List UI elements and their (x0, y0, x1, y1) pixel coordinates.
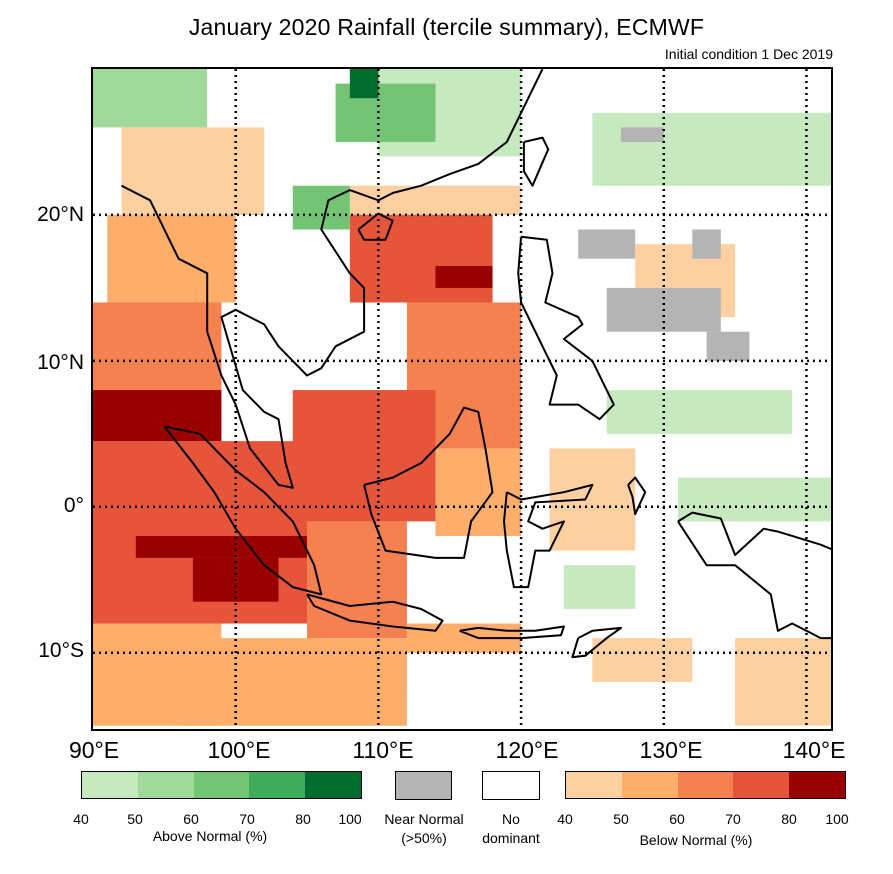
tercile-cell-near-21 (706, 331, 750, 361)
coastline-1 (163, 425, 323, 596)
near-normal-swatch (395, 771, 452, 800)
above-tick-80: 80 (295, 811, 311, 827)
coastline-2 (306, 593, 444, 632)
tercile-cell-below-1 (592, 638, 693, 682)
tercile-cell-above-17 (93, 69, 208, 128)
tercile-cell-below-5 (349, 185, 522, 215)
below-tick-60: 60 (669, 811, 685, 827)
coastline-6 (522, 136, 550, 187)
near-normal-label: Near Normal (384, 811, 464, 827)
above-normal-label: Above Normal (%) (152, 828, 268, 844)
coastline-5 (517, 235, 615, 421)
tercile-cell-near-19 (578, 229, 636, 259)
tercile-cell-below-29 (292, 390, 436, 522)
lat-label-10s: 10°S (38, 639, 84, 662)
below-normal-colorbar (565, 771, 846, 799)
coastline-8 (677, 511, 831, 640)
above-colorbar-segment-1 (137, 772, 194, 798)
tercile-cell-below-0 (121, 127, 265, 215)
coastline-9 (571, 626, 622, 659)
lon-label-140e: 140°E (782, 737, 846, 763)
below-tick-80: 80 (781, 811, 797, 827)
no-dominant-swatch (482, 771, 540, 800)
above-colorbar-segment-4 (305, 772, 361, 798)
below-tick-100: 100 (825, 811, 849, 827)
tercile-cell-below-33 (135, 535, 308, 558)
coastline-3 (363, 406, 494, 559)
tercile-cell-below-13 (178, 638, 407, 726)
above-colorbar-segment-3 (249, 772, 306, 798)
tercile-cell-above-7 (592, 112, 831, 186)
above-normal-colorbar (81, 771, 362, 799)
lat-label-0: 0° (63, 494, 84, 517)
no-dominant-label-line2: dominant (482, 830, 540, 846)
tercile-cell-near-20 (692, 229, 721, 259)
above-tick-70: 70 (239, 811, 255, 827)
below-tick-40: 40 (557, 811, 573, 827)
tercile-cell-below-23 (93, 302, 222, 391)
lat-label-20n: 20°N (37, 203, 84, 226)
above-colorbar-segment-2 (193, 772, 250, 798)
coastline-0 (121, 69, 544, 489)
lon-label-130e: 130°E (639, 737, 703, 763)
tercile-cell-below-14 (107, 214, 236, 303)
near-normal-threshold-label: (>50%) (401, 830, 447, 846)
below-tick-50: 50 (613, 811, 629, 827)
lon-label-100e: 100°E (207, 737, 271, 763)
above-tick-50: 50 (127, 811, 143, 827)
lon-label-120e: 120°E (495, 737, 559, 763)
no-dominant-label-line1: No (502, 811, 520, 827)
above-colorbar-segment-0 (82, 772, 138, 798)
tercile-cell-below-30 (349, 214, 493, 303)
lat-label-10n: 10°N (37, 351, 84, 374)
below-colorbar-segment-1 (621, 772, 678, 798)
tercile-cell-below-24 (307, 521, 407, 639)
map-panel (91, 67, 833, 731)
tercile-cell-above-11 (563, 565, 636, 609)
coastline-11 (627, 476, 647, 516)
above-tick-40: 40 (73, 811, 89, 827)
below-tick-70: 70 (725, 811, 741, 827)
map-subtitle: Initial condition 1 Dec 2019 (664, 46, 833, 62)
below-colorbar-segment-4 (789, 772, 845, 798)
below-colorbar-segment-3 (733, 772, 790, 798)
lon-label-110e: 110°E (352, 737, 414, 763)
lon-label-90e: 90°E (68, 737, 120, 763)
tercile-cell-below-35 (435, 266, 493, 288)
above-tick-100: 100 (338, 811, 362, 827)
tercile-cell-below-4 (549, 448, 636, 551)
tercile-cell-below-2 (735, 638, 831, 726)
map-title: January 2020 Rainfall (tercile summary),… (188, 14, 705, 40)
tercile-cell-below-32 (93, 390, 222, 442)
below-colorbar-segment-2 (677, 772, 734, 798)
tercile-cell-above-31 (349, 69, 379, 99)
tercile-cell-above-8 (606, 390, 793, 434)
below-colorbar-segment-0 (566, 772, 622, 798)
below-normal-label: Below Normal (%) (639, 832, 753, 848)
coastline-10 (459, 625, 565, 640)
coastline-4 (503, 483, 594, 589)
tercile-cell-near-22 (620, 127, 664, 142)
map-canvas (93, 69, 831, 729)
tercile-cell-above-27 (292, 185, 350, 230)
above-tick-60: 60 (183, 811, 199, 827)
